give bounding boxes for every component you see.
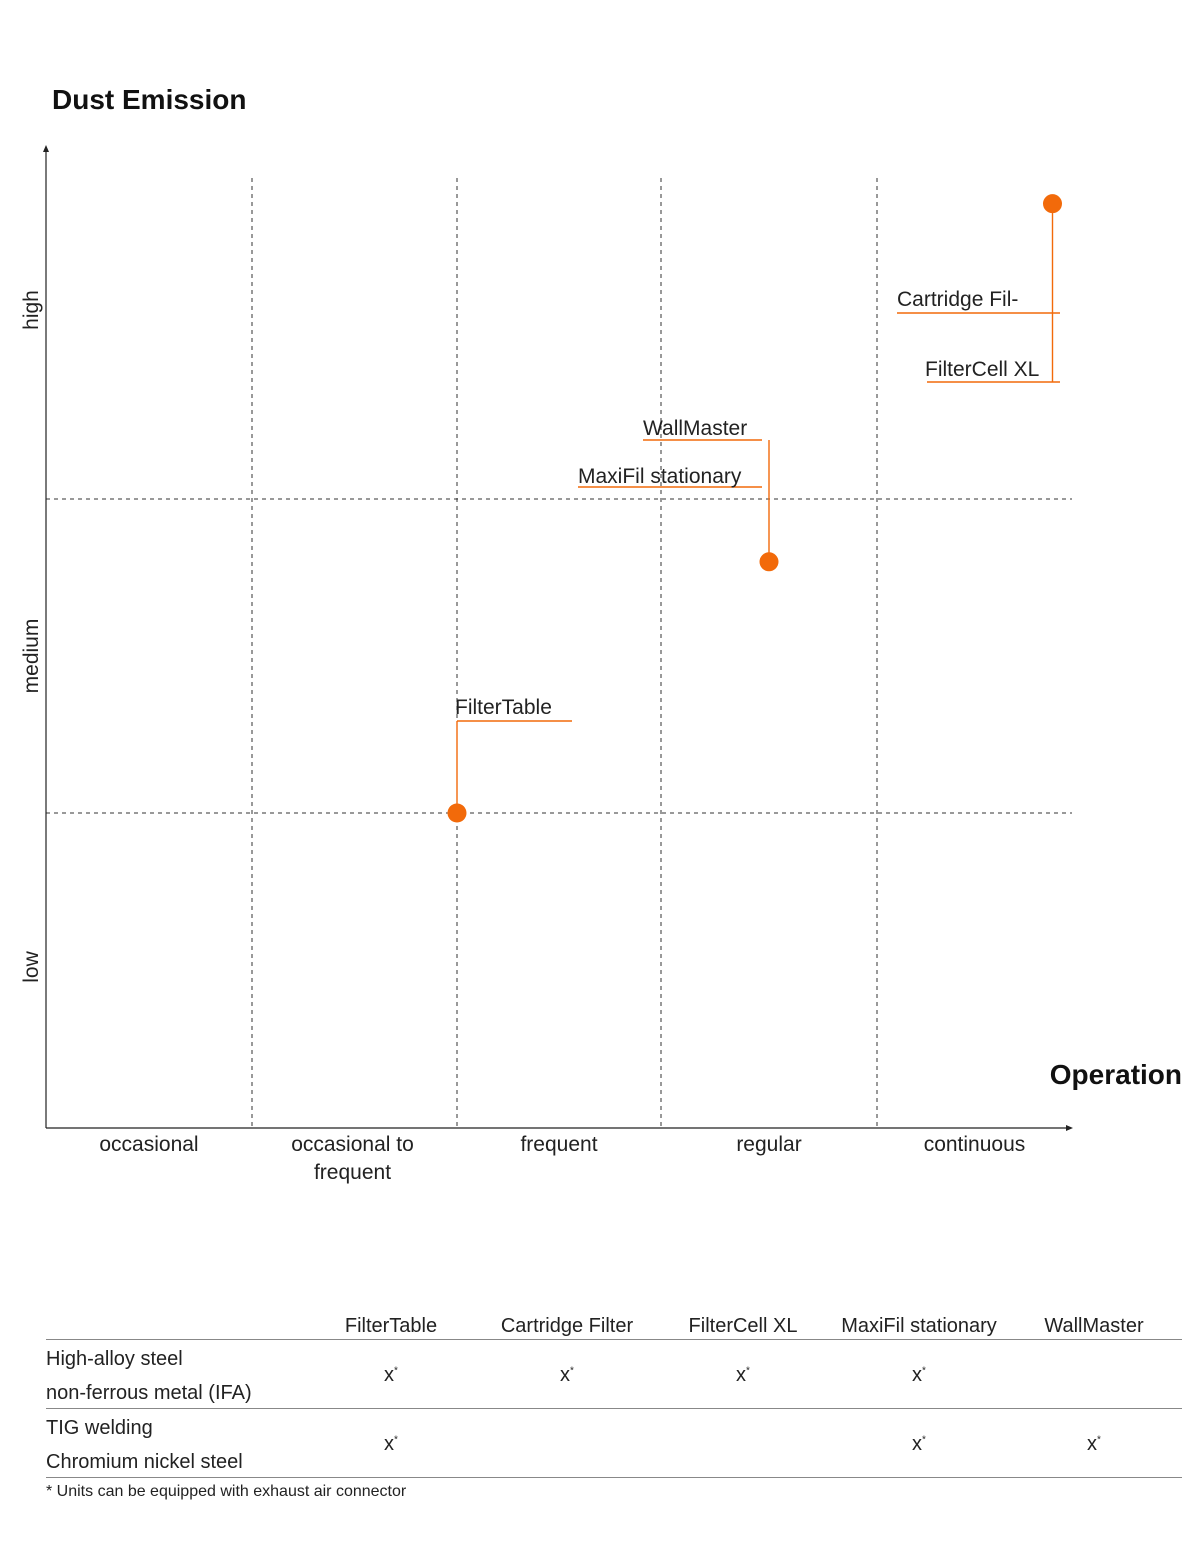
y-axis-arrow bbox=[43, 145, 49, 152]
table-row: High-alloy steel non-ferrous metal (IFA) x… bbox=[46, 1340, 1182, 1409]
data-point-group: Cartridge Fil- FilterCell XL bbox=[897, 194, 1062, 383]
table-column-header: WallMaster bbox=[1044, 1315, 1144, 1337]
y-tick-label: low bbox=[20, 950, 43, 982]
table-cell-mark: x* bbox=[912, 1433, 926, 1455]
point-label: FilterCell XL bbox=[925, 358, 1039, 381]
tick-labels: occasional occasional to frequent frequent r… bbox=[20, 290, 1025, 1184]
data-point-group: FilterTable bbox=[447, 696, 572, 823]
y-tick-label: high bbox=[20, 290, 43, 330]
table-column-header: FilterCell XL bbox=[688, 1315, 798, 1337]
x-axis-label: Operation bbox=[1049, 1059, 1182, 1090]
row-label: Chromium nickel steel bbox=[46, 1451, 243, 1473]
table-cell-mark: x* bbox=[560, 1364, 574, 1386]
point-label: WallMaster bbox=[643, 417, 747, 440]
y-tick-label: medium bbox=[20, 619, 43, 694]
data-point-group: WallMaster MaxiFil stationary bbox=[578, 417, 779, 572]
point-label: MaxiFil stationary bbox=[578, 465, 742, 488]
chart-title: Dust Emission bbox=[52, 84, 247, 115]
table-cell-mark: x* bbox=[384, 1364, 398, 1386]
data-point bbox=[1043, 194, 1062, 214]
scatter-chart: occasional occasional to frequent frequent r… bbox=[20, 145, 1073, 1184]
x-tick-label: regular bbox=[736, 1133, 801, 1156]
x-tick-label: frequent bbox=[520, 1133, 597, 1156]
data-point bbox=[759, 552, 779, 572]
table-column-header: MaxiFil stationary bbox=[841, 1315, 997, 1337]
point-label: FilterTable bbox=[455, 696, 552, 719]
table-row: TIG welding Chromium nickel steel x* x* x* bbox=[46, 1409, 1182, 1478]
data-point bbox=[447, 803, 467, 823]
row-label: non-ferrous metal (IFA) bbox=[46, 1382, 252, 1404]
x-tick-label: continuous bbox=[924, 1133, 1026, 1156]
x-tick-label: occasional to frequent bbox=[291, 1133, 414, 1184]
x-axis-arrow bbox=[1066, 1125, 1073, 1131]
table-cell-mark: x* bbox=[1087, 1433, 1101, 1455]
table-column-header: FilterTable bbox=[344, 1315, 438, 1337]
row-label: High-alloy steel bbox=[46, 1348, 183, 1370]
table-cell-mark: x* bbox=[384, 1433, 398, 1455]
footnote: * Units can be equipped with exhaust air… bbox=[46, 1483, 407, 1500]
table-header: FilterTable Cartridge Filter FilterCell XL… bbox=[46, 1315, 1182, 1340]
x-tick-label: occasional bbox=[99, 1133, 198, 1156]
row-label: TIG welding bbox=[46, 1417, 153, 1439]
data-points: FilterTable WallMaster MaxiFil stationary C… bbox=[447, 194, 1062, 823]
table-cell-mark: x* bbox=[912, 1364, 926, 1386]
table-column-header: Cartridge Filter bbox=[500, 1315, 634, 1337]
grid-lines bbox=[46, 178, 1072, 1128]
table-body: High-alloy steel non-ferrous metal (IFA) x… bbox=[46, 1340, 1182, 1478]
point-label: Cartridge Fil- bbox=[897, 288, 1018, 311]
axes bbox=[43, 145, 1073, 1131]
materials-table: FilterTable Cartridge Filter FilterCell XL… bbox=[46, 1315, 1182, 1478]
table-cell-mark: x* bbox=[736, 1364, 750, 1386]
